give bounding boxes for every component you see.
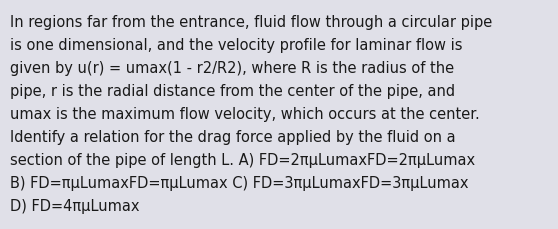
Text: given by u(r) = umax(1 - r2/R2), where R is the radius of the: given by u(r) = umax(1 - r2/R2), where R…	[10, 61, 454, 76]
Text: umax is the maximum flow velocity, which occurs at the center.: umax is the maximum flow velocity, which…	[10, 106, 480, 121]
Text: section of the pipe of length L. A) FD=2πμLumaxFD=2πμLumax: section of the pipe of length L. A) FD=2…	[10, 152, 475, 167]
Text: In regions far from the entrance, fluid flow through a circular pipe: In regions far from the entrance, fluid …	[10, 15, 492, 30]
Text: Identify a relation for the drag force applied by the fluid on a: Identify a relation for the drag force a…	[10, 129, 456, 144]
Text: pipe, r is the radial distance from the center of the pipe, and: pipe, r is the radial distance from the …	[10, 84, 455, 98]
Text: B) FD=πμLumaxFD=πμLumax C) FD=3πμLumaxFD=3πμLumax: B) FD=πμLumaxFD=πμLumax C) FD=3πμLumaxFD…	[10, 175, 469, 190]
Text: is one dimensional, and the velocity profile for laminar flow is: is one dimensional, and the velocity pro…	[10, 38, 463, 53]
Text: D) FD=4πμLumax: D) FD=4πμLumax	[10, 198, 140, 213]
